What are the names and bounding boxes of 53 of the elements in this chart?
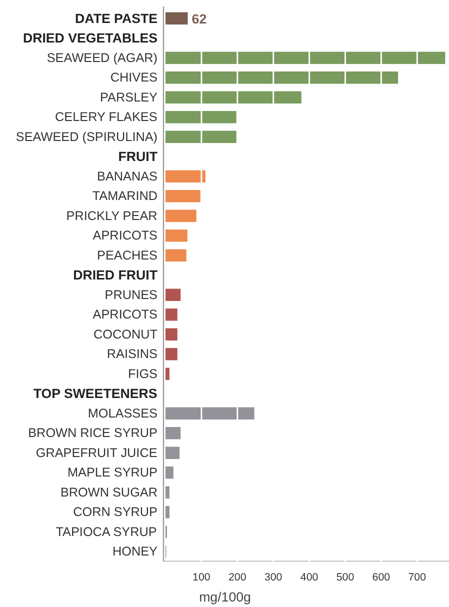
- bar: [166, 71, 398, 84]
- bar: [166, 52, 446, 64]
- bar: [166, 190, 200, 202]
- series-label: DRIED VEGETABLES: [22, 30, 158, 46]
- data-label: 62: [192, 11, 207, 26]
- y-tick-label: GRAPEFRUIT JUICE: [36, 446, 158, 460]
- bar: [166, 308, 178, 321]
- bar: [166, 328, 178, 340]
- bar: [166, 110, 236, 124]
- y-tick-label: PRUNES: [104, 288, 158, 302]
- x-tick-label: 500: [336, 572, 354, 584]
- x-tick-label: 100: [192, 572, 210, 584]
- bar: [166, 229, 188, 242]
- bar: [166, 12, 188, 24]
- bar: [166, 249, 186, 262]
- bar: [166, 348, 178, 360]
- y-tick-label: CELERY FLAKES: [55, 110, 158, 124]
- y-tick-label: PRICKLY PEAR: [66, 208, 158, 223]
- y-tick-label: PARSLEY: [100, 90, 158, 104]
- y-tick-label: PEACHES: [97, 248, 158, 262]
- y-tick-label: BROWN RICE SYRUP: [28, 426, 158, 440]
- x-tick-label: 400: [300, 572, 318, 584]
- x-tick-label: 700: [408, 572, 426, 584]
- y-tick-label: MOLASSES: [88, 406, 158, 420]
- y-tick-label: BANANAS: [97, 169, 158, 184]
- y-tick-label: SEAWEED (SPIRULINA): [16, 130, 158, 144]
- y-tick-label: RAISINS: [106, 347, 158, 362]
- y-tick-label: CORN SYRUP: [73, 505, 158, 520]
- x-tick-label: 600: [372, 572, 390, 584]
- x-tick-label: 200: [228, 572, 246, 584]
- bar: [166, 368, 170, 380]
- series-label: DRIED FRUIT: [73, 268, 158, 283]
- y-tick-label: TAPIOCA SYRUP: [56, 524, 157, 539]
- y-tick-label: HONEY: [112, 544, 158, 559]
- bar: [166, 170, 206, 182]
- series-label: TOP SWEETENERS: [33, 386, 158, 402]
- y-tick-label: MAPLE SYRUP: [67, 466, 158, 480]
- y-tick-label: APRICOTS: [92, 228, 158, 243]
- series-label: FRUIT: [118, 149, 158, 164]
- bar: [166, 288, 181, 301]
- bar: [166, 91, 302, 104]
- series-label: DATE PASTE: [75, 10, 158, 26]
- y-tick-label: APRICOTS: [92, 308, 158, 322]
- x-tick-label: 300: [264, 572, 282, 584]
- y-tick-label: CHIVES: [110, 70, 158, 85]
- bar: [166, 130, 236, 143]
- y-tick-label: TAMARIND: [92, 189, 158, 204]
- y-tick-label: COCONUT: [94, 327, 158, 342]
- y-tick-label: BROWN SUGAR: [60, 485, 158, 500]
- x-axis-title: mg/100g: [199, 590, 251, 604]
- bar: [166, 210, 196, 222]
- y-tick-label: SEAWEED (AGAR): [46, 50, 158, 65]
- y-tick-label: FIGS: [128, 366, 158, 381]
